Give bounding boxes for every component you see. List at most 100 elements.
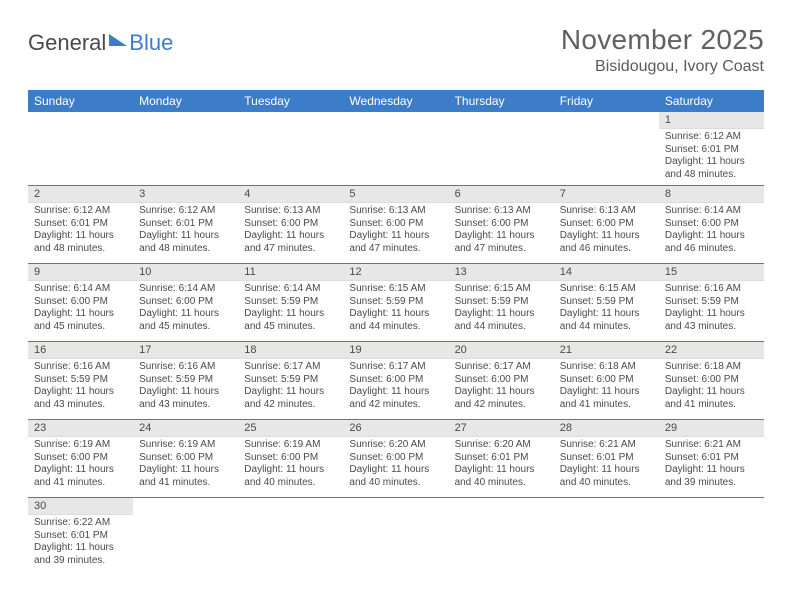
calendar-day-cell: 4Sunrise: 6:13 AMSunset: 6:00 PMDaylight… [238,186,343,264]
daylight-line: Daylight: 11 hours and 43 minutes. [665,308,758,333]
day-number: 24 [133,420,238,437]
calendar-day-cell: 3Sunrise: 6:12 AMSunset: 6:01 PMDaylight… [133,186,238,264]
calendar-empty-cell [659,498,764,576]
day-details: Sunrise: 6:19 AMSunset: 6:00 PMDaylight:… [133,437,238,493]
weekday-header: Wednesday [343,90,448,112]
calendar-day-cell: 28Sunrise: 6:21 AMSunset: 6:01 PMDayligh… [554,420,659,498]
sunset-line: Sunset: 6:00 PM [34,296,127,309]
calendar-week-row: 30Sunrise: 6:22 AMSunset: 6:01 PMDayligh… [28,498,764,576]
sunset-line: Sunset: 6:01 PM [455,452,548,465]
calendar-day-cell: 10Sunrise: 6:14 AMSunset: 6:00 PMDayligh… [133,264,238,342]
calendar-day-cell: 29Sunrise: 6:21 AMSunset: 6:01 PMDayligh… [659,420,764,498]
daylight-line: Daylight: 11 hours and 44 minutes. [560,308,653,333]
calendar-day-cell: 26 Sunrise: 6:20 AMSunset: 6:00 PMDayligh… [343,420,448,498]
sunset-line: Sunset: 5:59 PM [349,296,442,309]
calendar-day-cell: 8Sunrise: 6:14 AMSunset: 6:00 PMDaylight… [659,186,764,264]
page-subtitle-location: Bisidougou, Ivory Coast [561,58,764,76]
sunset-line: Sunset: 5:59 PM [34,374,127,387]
logo-text-blue: Blue [129,30,173,56]
sunrise-line: Sunrise: 6:21 AM [665,439,758,452]
day-details: Sunrise: 6:21 AMSunset: 6:01 PMDaylight:… [554,437,659,493]
day-number: 27 [449,420,554,437]
logo-text-general: General [28,30,106,56]
sunset-line: Sunset: 6:01 PM [665,144,758,157]
calendar-day-cell: 14Sunrise: 6:15 AMSunset: 5:59 PMDayligh… [554,264,659,342]
calendar-day-cell: 23Sunrise: 6:19 AMSunset: 6:00 PMDayligh… [28,420,133,498]
daylight-line: Daylight: 11 hours and 41 minutes. [139,464,232,489]
daylight-line: Daylight: 11 hours and 48 minutes. [665,156,758,181]
sunset-line: Sunset: 5:59 PM [139,374,232,387]
day-number: 15 [659,264,764,281]
sunrise-line: Sunrise: 6:15 AM [560,283,653,296]
daylight-line: Daylight: 11 hours and 48 minutes. [139,230,232,255]
calendar-week-row: 16Sunrise: 6:16 AMSunset: 5:59 PMDayligh… [28,342,764,420]
sunrise-line: Sunrise: 6:12 AM [139,205,232,218]
calendar-day-cell: 18Sunrise: 6:17 AMSunset: 5:59 PMDayligh… [238,342,343,420]
weekday-header: Friday [554,90,659,112]
daylight-line: Daylight: 11 hours and 41 minutes. [34,464,127,489]
sunset-line: Sunset: 6:01 PM [139,218,232,231]
daylight-line: Daylight: 11 hours and 40 minutes. [349,464,442,489]
calendar-day-cell: 6Sunrise: 6:13 AMSunset: 6:00 PMDaylight… [449,186,554,264]
sunrise-line: Sunrise: 6:17 AM [455,361,548,374]
sunrise-line: Sunrise: 6:19 AM [244,439,337,452]
day-number: 26 [343,420,448,437]
sunset-line: Sunset: 6:00 PM [34,452,127,465]
day-details: Sunrise: 6:20 AMSunset: 6:01 PMDaylight:… [449,437,554,493]
sunrise-line: Sunrise: 6:14 AM [34,283,127,296]
daylight-line: Daylight: 11 hours and 40 minutes. [455,464,548,489]
day-number: 17 [133,342,238,359]
calendar-empty-cell [449,112,554,186]
day-details: Sunrise: 6:16 AMSunset: 5:59 PMDaylight:… [659,281,764,337]
day-details: Sunrise: 6:21 AMSunset: 6:01 PMDaylight:… [659,437,764,493]
sunrise-line: Sunrise: 6:17 AM [244,361,337,374]
sunrise-line: Sunrise: 6:15 AM [455,283,548,296]
day-number: 2 [28,186,133,203]
day-number: 13 [449,264,554,281]
day-details: Sunrise: 6:16 AMSunset: 5:59 PMDaylight:… [133,359,238,415]
sunrise-line: Sunrise: 6:20 AM [349,439,442,452]
sunset-line: Sunset: 6:00 PM [349,218,442,231]
day-details: Sunrise: 6:18 AMSunset: 6:00 PMDaylight:… [554,359,659,415]
daylight-line: Daylight: 11 hours and 45 minutes. [244,308,337,333]
day-number: 9 [28,264,133,281]
sunset-line: Sunset: 5:59 PM [455,296,548,309]
calendar-day-cell: 25Sunrise: 6:19 AMSunset: 6:00 PMDayligh… [238,420,343,498]
daylight-line: Daylight: 11 hours and 39 minutes. [34,542,127,567]
calendar-day-cell: 19Sunrise: 6:17 AMSunset: 6:00 PMDayligh… [343,342,448,420]
sunrise-line: Sunrise: 6:14 AM [139,283,232,296]
day-number: 25 [238,420,343,437]
sunrise-line: Sunrise: 6:15 AM [349,283,442,296]
day-number: 5 [343,186,448,203]
weekday-header: Sunday [28,90,133,112]
day-details: Sunrise: 6:17 AMSunset: 5:59 PMDaylight:… [238,359,343,415]
sunset-line: Sunset: 6:00 PM [560,218,653,231]
sunset-line: Sunset: 6:01 PM [560,452,653,465]
sunrise-line: Sunrise: 6:13 AM [244,205,337,218]
sunset-line: Sunset: 5:59 PM [665,296,758,309]
calendar-day-cell: 7Sunrise: 6:13 AMSunset: 6:00 PMDaylight… [554,186,659,264]
day-details: Sunrise: 6:12 AMSunset: 6:01 PMDaylight:… [28,203,133,259]
sunrise-line: Sunrise: 6:16 AM [34,361,127,374]
calendar-empty-cell [449,498,554,576]
day-number: 8 [659,186,764,203]
day-details: Sunrise: 6:14 AMSunset: 6:00 PMDaylight:… [659,203,764,259]
day-details: Sunrise: 6:19 AMSunset: 6:00 PMDaylight:… [28,437,133,493]
calendar-day-cell: 22Sunrise: 6:18 AMSunset: 6:00 PMDayligh… [659,342,764,420]
day-number: 18 [238,342,343,359]
daylight-line: Daylight: 11 hours and 47 minutes. [244,230,337,255]
sunset-line: Sunset: 6:00 PM [349,452,442,465]
sunset-line: Sunset: 6:00 PM [349,374,442,387]
sunrise-line: Sunrise: 6:12 AM [34,205,127,218]
sunset-line: Sunset: 6:00 PM [665,374,758,387]
daylight-line: Daylight: 11 hours and 39 minutes. [665,464,758,489]
sunset-line: Sunset: 6:00 PM [560,374,653,387]
logo: General Blue [28,30,173,56]
sunset-line: Sunset: 6:01 PM [34,218,127,231]
weekday-header: Saturday [659,90,764,112]
sunrise-line: Sunrise: 6:19 AM [34,439,127,452]
sunrise-line: Sunrise: 6:13 AM [560,205,653,218]
weekday-header: Monday [133,90,238,112]
daylight-line: Daylight: 11 hours and 43 minutes. [34,386,127,411]
calendar-day-cell: 17Sunrise: 6:16 AMSunset: 5:59 PMDayligh… [133,342,238,420]
